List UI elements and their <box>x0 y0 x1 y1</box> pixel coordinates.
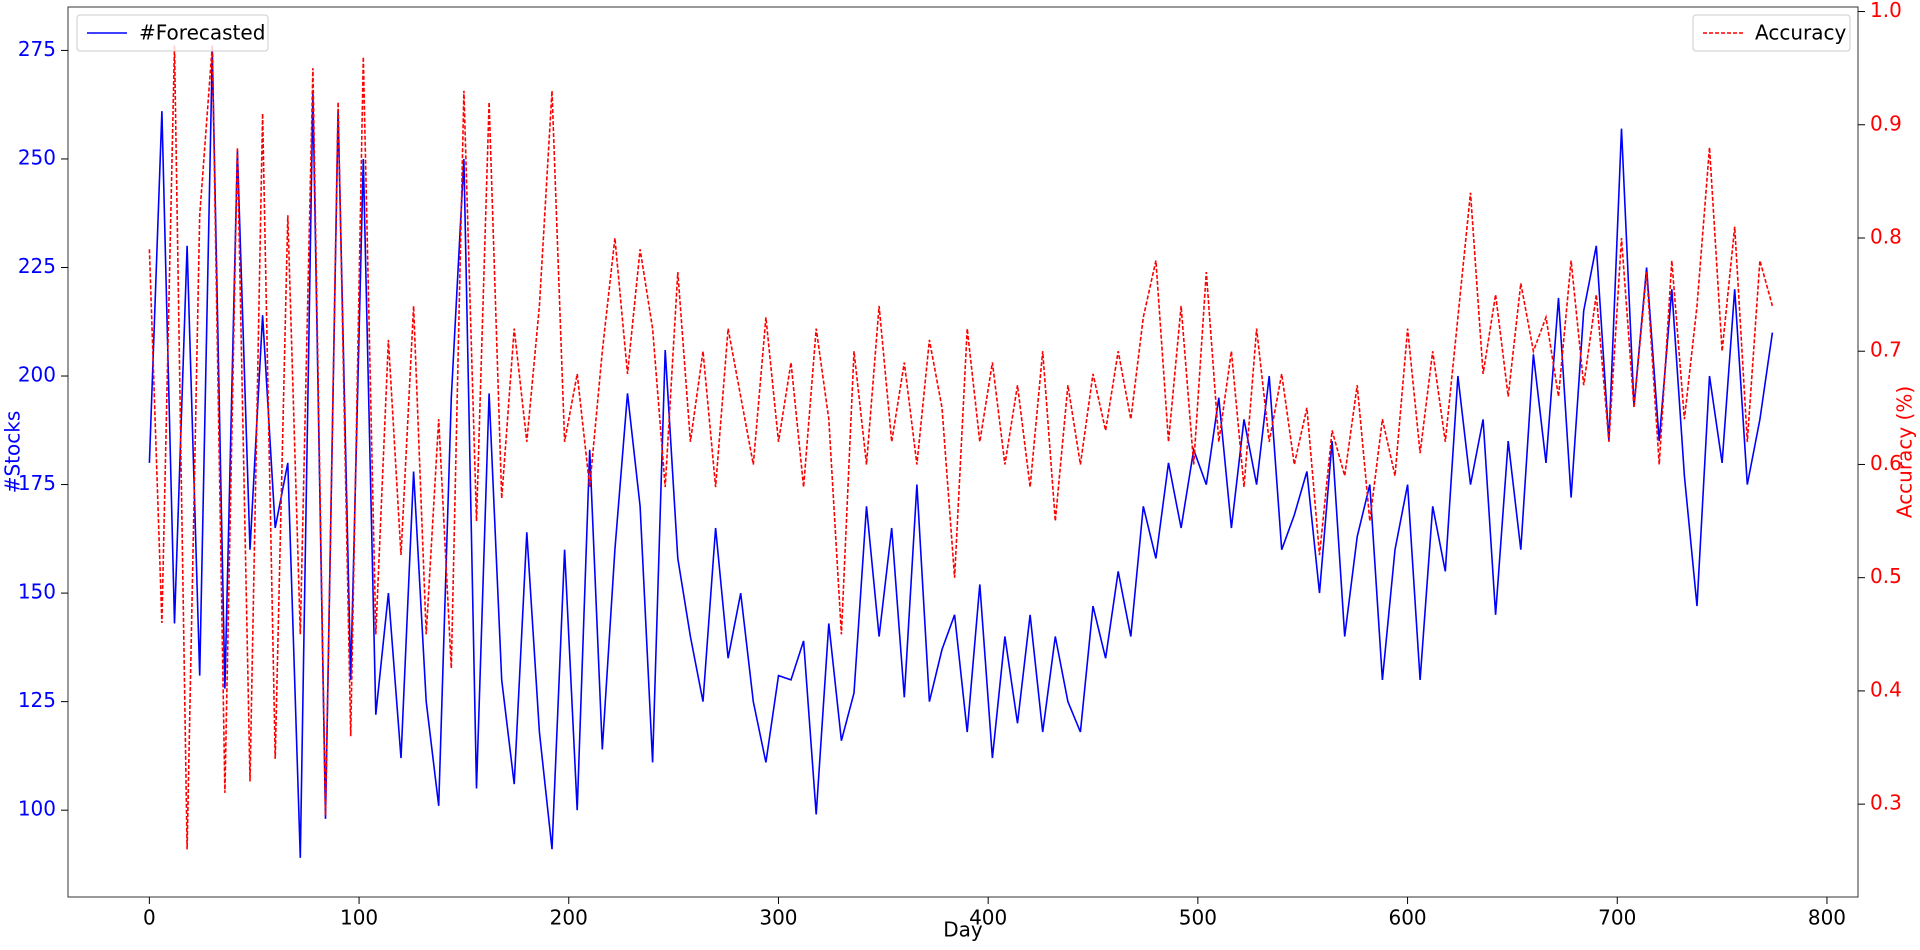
legend-box <box>76 14 269 52</box>
x-axis-label: Day <box>943 918 983 942</box>
x-tick-label: 300 <box>759 906 797 930</box>
y-tick-label: 250 <box>18 145 56 169</box>
x-tick-label: 500 <box>1179 906 1217 930</box>
y-tick-label: 100 <box>18 797 56 821</box>
plot-frame <box>67 6 1859 898</box>
x-tick-label: 200 <box>550 906 588 930</box>
y2-axis-label: Accuracy (%) <box>1893 386 1917 518</box>
y2-tick-label: 0.5 <box>1870 564 1902 588</box>
y2-tick-label: 1.0 <box>1870 0 1902 22</box>
y2-tick-label: 0.9 <box>1870 111 1902 135</box>
y-tick-label: 275 <box>18 37 56 61</box>
y-tick-label: 175 <box>18 471 56 495</box>
x-tick-label: 400 <box>969 906 1007 930</box>
x-tick-label: 0 <box>143 906 156 930</box>
line-series <box>148 45 1774 850</box>
y-tick-label: 200 <box>18 363 56 387</box>
x-tick-label: 700 <box>1598 906 1636 930</box>
legend-label: Accuracy <box>1755 21 1846 45</box>
y-axis-label: #Stocks <box>1 411 25 494</box>
legend-label: #Forecasted <box>139 21 265 45</box>
y-tick-label: 150 <box>18 580 56 604</box>
x-tick-label: 600 <box>1388 906 1426 930</box>
y2-tick-label: 0.3 <box>1870 791 1902 815</box>
x-tick-label: 800 <box>1808 906 1846 930</box>
y-tick-label: 125 <box>18 688 56 712</box>
y2-tick-label: 0.6 <box>1870 451 1902 475</box>
y2-tick-label: 0.4 <box>1870 677 1902 701</box>
legend-box <box>1692 14 1851 52</box>
y2-tick-label: 0.8 <box>1870 224 1902 248</box>
line-series <box>148 50 1774 858</box>
y-tick-label: 225 <box>18 254 56 278</box>
x-tick-label: 100 <box>340 906 378 930</box>
y2-tick-label: 0.7 <box>1870 338 1902 362</box>
